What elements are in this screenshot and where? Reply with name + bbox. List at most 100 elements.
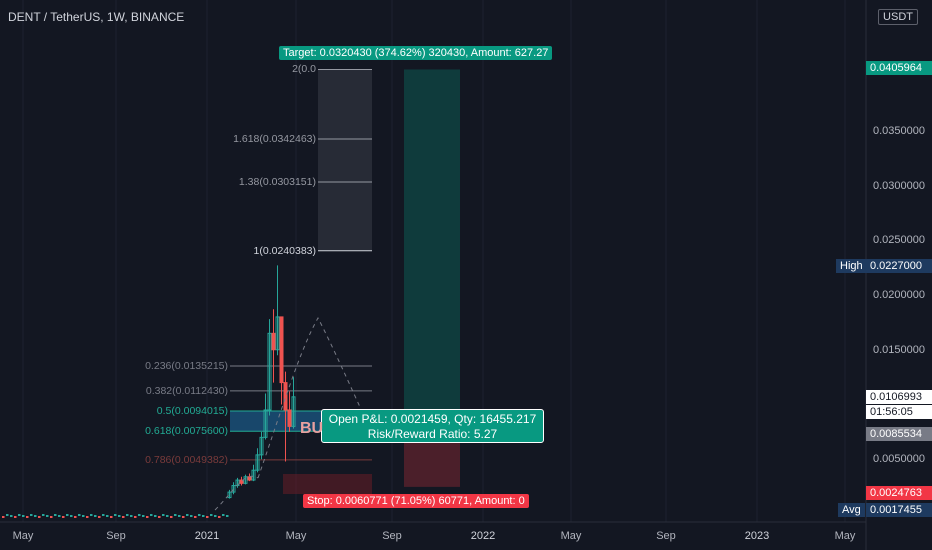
target-zone (404, 69, 460, 421)
candle (174, 514, 177, 516)
candle (74, 516, 77, 518)
high-price-label: 0.0227000 (866, 259, 932, 273)
candle (6, 514, 9, 516)
candle (287, 409, 292, 427)
time-tick: May (560, 530, 582, 542)
candle (38, 516, 41, 518)
stop-label[interactable]: Stop: 0.0060771 (71.05%) 60771, Amount: … (303, 494, 529, 508)
candle (134, 516, 137, 518)
fib-level-label: 0.5(0.0094015) (156, 405, 228, 418)
candle (243, 476, 248, 484)
time-tick: May (12, 530, 34, 542)
annotation-text[interactable]: BU (300, 420, 324, 437)
candle (138, 514, 141, 516)
candle (279, 316, 284, 384)
candle (291, 396, 296, 427)
price-tick: 0.0200000 (873, 289, 925, 301)
candle (198, 514, 201, 516)
candle (255, 454, 260, 471)
candle (226, 515, 229, 517)
candle (202, 515, 205, 517)
time-tick: May (834, 530, 856, 542)
time-tick: Sep (106, 530, 126, 542)
candle (26, 516, 29, 518)
candle (106, 515, 109, 517)
candle (118, 515, 121, 517)
candle (146, 516, 149, 518)
candle (18, 514, 21, 516)
candle (78, 514, 81, 516)
price-tick: 0.0150000 (873, 343, 925, 356)
candle (98, 516, 101, 518)
candle (263, 409, 268, 438)
candle (283, 382, 288, 411)
last-price-label: 0.0106993 (866, 390, 932, 404)
candle (114, 514, 117, 516)
candle (194, 516, 197, 518)
fib-level-label: 0.382(0.0112430) (145, 384, 228, 397)
candle (186, 514, 189, 516)
candle (90, 514, 93, 516)
candle (86, 516, 89, 518)
candle (46, 515, 49, 517)
fib-level-label: 2(0.0 (292, 63, 316, 76)
fib-level-label: 0.786(0.0049382) (145, 453, 228, 466)
candle (162, 514, 165, 516)
open-pl-box[interactable]: Open P&L: 0.0021459, Qty: 16455.217 Risk… (321, 409, 544, 443)
fib-level-label: 0.618(0.0075600) (145, 425, 228, 438)
candle (166, 515, 169, 517)
candle (178, 515, 181, 517)
candle (22, 515, 25, 517)
fib-level-label: 0.236(0.0135215) (145, 359, 228, 372)
candle (102, 514, 105, 516)
candle (150, 514, 153, 516)
time-tick: Sep (656, 530, 676, 542)
candle (251, 469, 256, 481)
candle (247, 476, 252, 481)
target-label[interactable]: Target: 0.0320430 (374.62%) 320430, Amou… (279, 46, 553, 60)
candle (34, 515, 37, 517)
candle (58, 515, 61, 517)
avg-tag: Avg (838, 503, 865, 517)
candle (2, 516, 5, 518)
candle (231, 485, 236, 493)
price-tick: 0.0350000 (873, 124, 925, 137)
fib-level-label: 1.618(0.0342463) (233, 133, 316, 145)
fib-level-label: 1.38(0.0303151) (238, 176, 316, 189)
candle (14, 516, 17, 518)
stop-price-label: 0.0024763 (866, 486, 932, 500)
candle (50, 516, 53, 518)
candle (142, 515, 145, 517)
fib-extension-zone (318, 69, 372, 251)
candle (30, 514, 33, 516)
candle (227, 491, 232, 499)
candle (267, 332, 272, 411)
open-pl-text: Open P&L: 0.0021459, Qty: 16455.217 (328, 412, 537, 426)
price-tick: 0.0300000 (873, 179, 925, 192)
candle (271, 332, 276, 351)
candle (54, 514, 57, 516)
candle (275, 316, 280, 351)
candle (190, 515, 193, 517)
risk-reward-text: Risk/Reward Ratio: 5.27 (367, 427, 498, 441)
price-tick: 0.0250000 (873, 234, 925, 247)
fib-level-label: 1(0.0240383) (253, 244, 316, 257)
currency-unit-button[interactable]: USDT (878, 9, 918, 25)
price-tick: 0.0050000 (873, 453, 925, 466)
candle (239, 479, 244, 484)
time-tick: 2022 (470, 530, 496, 542)
candle (66, 514, 69, 516)
time-tick: May (285, 530, 307, 542)
time-tick: 2023 (744, 530, 770, 542)
avg-price-label: 0.0017455 (866, 503, 932, 517)
bar-countdown: 01:56:05 (866, 405, 932, 419)
candle (210, 514, 213, 516)
candle (110, 516, 113, 518)
candle (259, 436, 264, 456)
high-tag: High (836, 259, 867, 273)
time-tick: 2021 (194, 530, 220, 542)
chart-title: DENT / TetherUS, 1W, BINANCE (8, 10, 185, 24)
candle (222, 514, 225, 516)
target-price-label: 0.0405964 (866, 61, 932, 75)
